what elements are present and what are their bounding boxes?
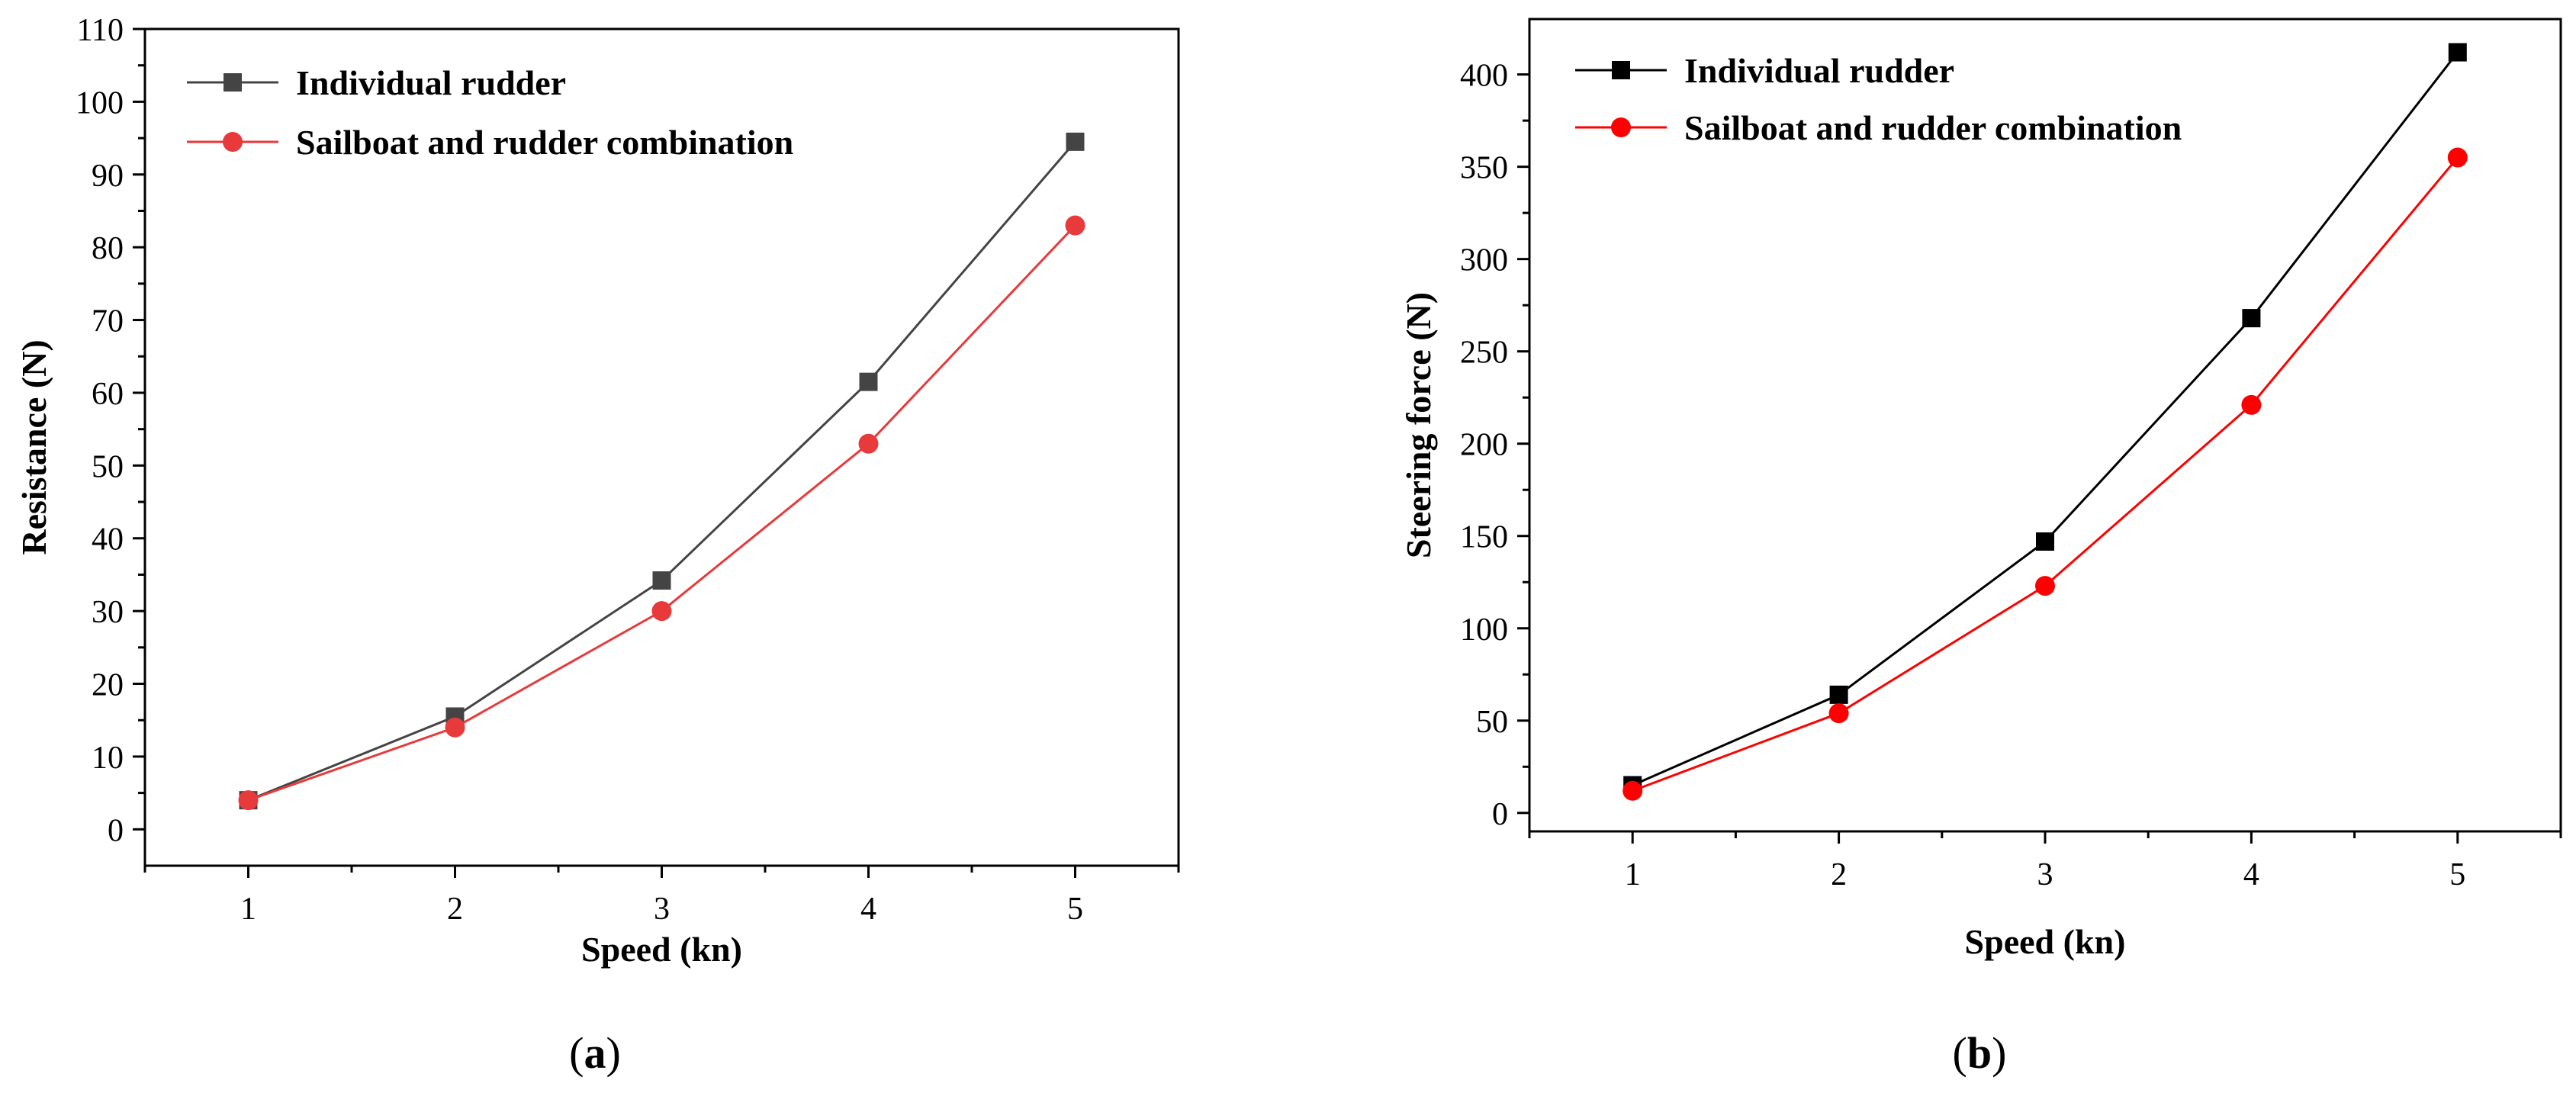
x-tick-label: 2 <box>1831 857 1847 892</box>
y-axis-title: Resistance (N) <box>14 339 53 555</box>
x-tick-label: 4 <box>2243 857 2259 892</box>
x-tick-label: 4 <box>860 892 876 927</box>
panel-label-letter: a <box>584 1028 606 1078</box>
y-tick-label: 60 <box>92 377 124 412</box>
data-point-sailboat-rudder-combination <box>2447 147 2468 168</box>
data-point-individual-rudder <box>1066 132 1085 151</box>
legend-marker-square <box>224 73 242 92</box>
y-tick-label: 300 <box>1460 243 1508 278</box>
panel-label-close: ) <box>1992 1028 2006 1078</box>
series-line-sailboat-rudder-combination <box>1632 156 2459 792</box>
y-tick-label: 50 <box>92 449 124 484</box>
y-tick-label: 250 <box>1460 336 1508 371</box>
y-tick-label: 150 <box>1460 520 1508 555</box>
data-point-sailboat-rudder-combination <box>1065 215 1085 236</box>
x-tick-label: 3 <box>654 892 670 927</box>
legend-label: Sailboat and rudder combination <box>296 123 793 162</box>
data-point-individual-rudder <box>2036 532 2054 551</box>
data-point-sailboat-rudder-combination <box>445 717 465 738</box>
data-point-sailboat-rudder-combination <box>651 601 672 622</box>
data-point-sailboat-rudder-combination <box>2035 576 2055 596</box>
legend-label: Sailboat and rudder combination <box>1684 108 2182 147</box>
y-tick-label: 90 <box>92 159 124 194</box>
y-tick-label: 10 <box>92 741 124 776</box>
y-tick-label: 350 <box>1460 151 1508 186</box>
data-point-sailboat-rudder-combination <box>858 433 879 454</box>
x-axis-title: Speed (kn) <box>581 930 742 969</box>
x-tick-label: 3 <box>2037 857 2053 892</box>
panel-label-close: ) <box>606 1028 621 1078</box>
data-point-sailboat-rudder-combination <box>2241 394 2262 415</box>
series-line-individual-rudder <box>1632 51 2459 786</box>
data-point-individual-rudder <box>2242 309 2261 328</box>
y-tick-label: 200 <box>1460 428 1508 463</box>
y-axis-title: Steering force (N) <box>1399 292 1438 558</box>
data-point-individual-rudder <box>1829 685 1848 704</box>
y-tick-label: 70 <box>92 304 124 339</box>
legend-label: Individual rudder <box>1684 51 1954 90</box>
data-point-sailboat-rudder-combination <box>1828 703 1849 724</box>
x-tick-label: 5 <box>1067 892 1083 927</box>
y-tick-label: 40 <box>92 522 124 558</box>
panel-label: (b) <box>1953 1028 2007 1078</box>
y-tick-label: 20 <box>92 668 124 703</box>
y-tick-label: 100 <box>76 85 124 121</box>
panel-label-open: ( <box>569 1028 584 1078</box>
x-tick-label: 2 <box>447 892 463 927</box>
data-point-sailboat-rudder-combination <box>238 790 259 811</box>
y-tick-label: 0 <box>1492 797 1508 832</box>
panel-label: (a) <box>569 1028 621 1078</box>
data-point-individual-rudder <box>859 372 878 391</box>
data-point-individual-rudder <box>2448 43 2467 62</box>
legend-marker-square <box>1612 61 1630 79</box>
y-tick-label: 400 <box>1460 59 1508 94</box>
panel-label-open: ( <box>1953 1028 1967 1078</box>
y-tick-label: 30 <box>92 595 124 630</box>
panel-label-letter: b <box>1967 1028 1992 1078</box>
series-line-sailboat-rudder-combination <box>248 224 1076 802</box>
y-tick-label: 100 <box>1460 612 1508 648</box>
legend-label: Individual rudder <box>296 63 566 102</box>
x-tick-label: 1 <box>1625 857 1641 892</box>
x-axis-title: Speed (kn) <box>1965 922 2126 961</box>
data-point-individual-rudder <box>652 571 671 590</box>
y-tick-label: 110 <box>77 13 124 48</box>
x-tick-label: 1 <box>240 892 256 927</box>
y-tick-label: 80 <box>92 231 124 266</box>
y-tick-label: 50 <box>1476 705 1508 740</box>
legend-marker-circle <box>223 132 243 152</box>
x-tick-label: 5 <box>2449 857 2465 892</box>
data-point-sailboat-rudder-combination <box>1622 780 1643 801</box>
series-line-individual-rudder <box>247 140 1076 802</box>
y-tick-label: 0 <box>108 813 124 848</box>
legend-marker-circle <box>1611 117 1631 137</box>
